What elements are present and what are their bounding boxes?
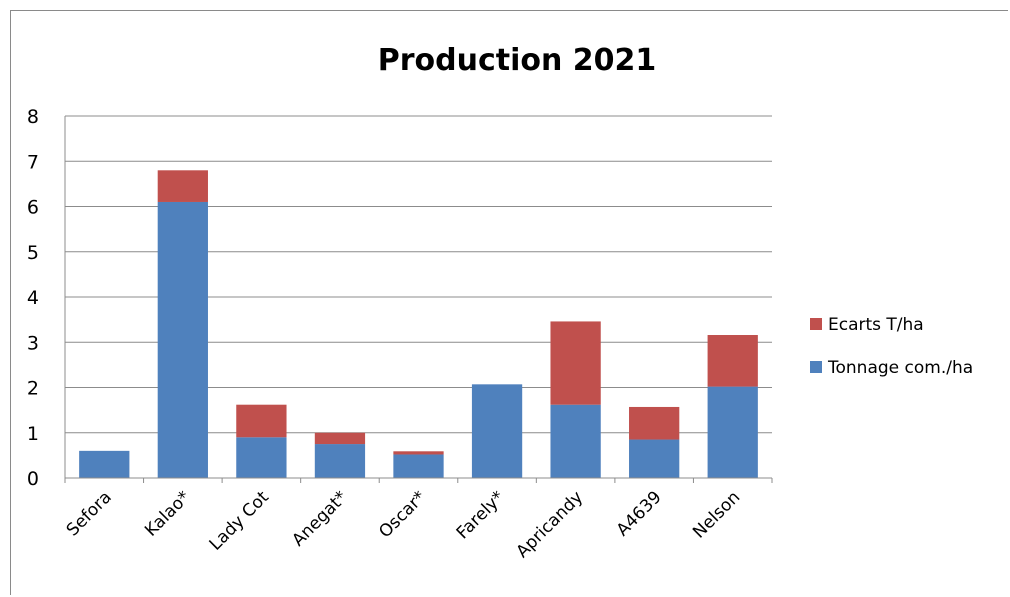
y-tick-label: 1: [27, 423, 39, 445]
y-tick-label: 6: [27, 197, 39, 219]
y-tick-label: 2: [27, 378, 39, 400]
y-tick-label: 5: [27, 242, 39, 264]
x-tick-label: Apricandy: [513, 487, 588, 562]
bar-tonnage: [550, 404, 601, 478]
chart-title: Production 2021: [378, 43, 657, 78]
bar-tonnage: [236, 437, 287, 478]
legend-swatch: [810, 361, 822, 373]
x-tick-label: Farely*: [453, 487, 509, 543]
y-axis-ticks: 0 1 2 3 4 5 6 7 8: [27, 106, 39, 490]
x-tick-label: A4639: [613, 487, 666, 540]
y-tick-label: 3: [27, 332, 39, 354]
x-tick-label: Nelson: [689, 487, 744, 542]
legend-label: Ecarts T/ha: [828, 315, 924, 335]
bar-tonnage: [471, 384, 523, 478]
x-tick-label: Lady Cot: [206, 487, 273, 554]
x-tick-label: Kalao*: [141, 487, 194, 540]
bar-ecarts: [629, 406, 680, 440]
x-axis-labels: Sefora Kalao* Lady Cot Anegat* Oscar* Farely*…: [63, 487, 745, 562]
bar-ecarts: [157, 170, 208, 202]
bar-tonnage: [79, 450, 130, 478]
bar-tonnage: [629, 439, 680, 478]
legend-swatch: [810, 318, 822, 330]
legend-label: Tonnage com./ha: [827, 358, 973, 378]
legend: Ecarts T/ha Tonnage com./ha: [810, 315, 973, 378]
bar-tonnage: [393, 454, 444, 478]
x-tick-label: Anegat*: [288, 487, 351, 550]
y-tick-label: 7: [27, 151, 39, 173]
x-tick-label: Oscar*: [375, 487, 430, 542]
x-tick-label: Sefora: [63, 487, 116, 540]
bar-ecarts: [314, 432, 366, 445]
bar-tonnage: [157, 201, 208, 478]
bar-ecarts: [550, 321, 601, 405]
bar-ecarts: [393, 451, 444, 455]
y-tick-label: 8: [27, 106, 39, 128]
bar-tonnage: [707, 386, 758, 478]
bar-ecarts: [236, 404, 287, 438]
x-axis: [64, 116, 773, 483]
y-tick-label: 0: [27, 468, 39, 490]
y-tick-label: 4: [27, 287, 39, 309]
bars: [79, 170, 758, 478]
bar-tonnage: [314, 444, 366, 478]
bar-ecarts: [707, 335, 758, 387]
